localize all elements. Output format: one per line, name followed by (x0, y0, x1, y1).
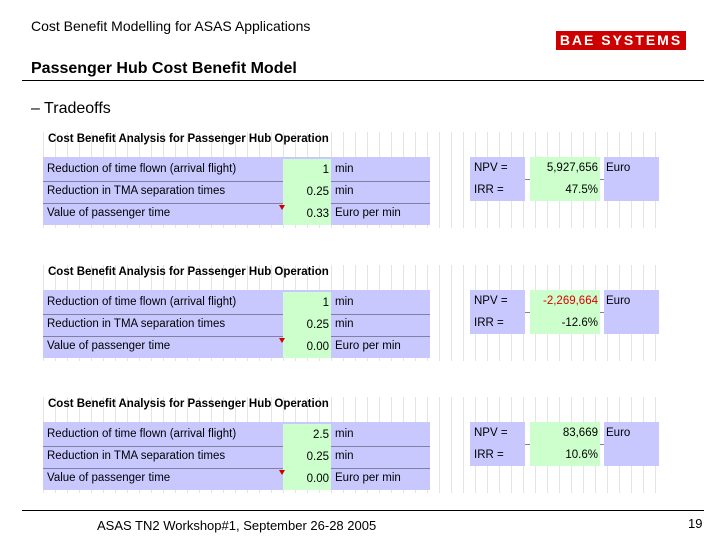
inputs-table: Reduction of time flown (arrival flight)… (43, 157, 430, 225)
comment-marker-icon (279, 470, 285, 475)
input-unit: Euro per min (335, 472, 401, 484)
result-value: 83,669 (530, 422, 600, 444)
results-table: NPV = 83,669 Euro IRR = 10.6% (470, 422, 659, 466)
input-label: Reduction of time flown (arrival flight) (47, 428, 237, 440)
input-row-tma-separation: Reduction in TMA separation times 0.25 m… (43, 314, 430, 336)
result-row-irr: IRR = 47.5% (470, 179, 659, 201)
result-row-npv: NPV = 5,927,656 Euro (470, 157, 659, 179)
input-unit: min (335, 318, 354, 330)
input-label: Reduction in TMA separation times (47, 450, 226, 462)
input-value[interactable]: 0.00 (283, 336, 331, 358)
result-label: NPV = (470, 157, 525, 179)
input-value[interactable]: 0.00 (283, 468, 331, 490)
input-row-tma-separation: Reduction in TMA separation times 0.25 m… (43, 181, 430, 203)
cost-benefit-block-1: Cost Benefit Analysis for Passenger Hub … (43, 132, 661, 228)
result-label: IRR = (470, 179, 525, 201)
input-value[interactable]: 1 (283, 159, 331, 181)
input-value[interactable]: 1 (283, 292, 331, 314)
result-row-npv: NPV = -2,269,664 Euro (470, 290, 659, 312)
input-row-time-flown: Reduction of time flown (arrival flight)… (43, 159, 430, 181)
result-label: NPV = (470, 422, 525, 444)
result-row-irr: IRR = -12.6% (470, 312, 659, 334)
input-unit: min (335, 163, 354, 175)
result-unit: Euro (604, 157, 659, 179)
input-row-passenger-time: Value of passenger time 0.00 Euro per mi… (43, 336, 430, 358)
page-number: 19 (688, 516, 703, 531)
result-value: 10.6% (530, 444, 600, 466)
input-unit: min (335, 450, 354, 462)
input-value[interactable]: 2.5 (283, 424, 331, 446)
input-unit: Euro per min (335, 207, 401, 219)
input-value[interactable]: 0.33 (283, 203, 331, 225)
input-row-tma-separation: Reduction in TMA separation times 0.25 m… (43, 446, 430, 468)
input-value[interactable]: 0.25 (283, 314, 331, 336)
input-row-passenger-time: Value of passenger time 0.33 Euro per mi… (43, 203, 430, 225)
result-row-irr: IRR = 10.6% (470, 444, 659, 466)
title-rule (22, 80, 704, 81)
input-label: Reduction of time flown (arrival flight) (47, 163, 237, 175)
block-title: Cost Benefit Analysis for Passenger Hub … (48, 398, 329, 410)
result-unit (604, 179, 659, 201)
results-table: NPV = -2,269,664 Euro IRR = -12.6% (470, 290, 659, 334)
bae-systems-logo: BAE SYSTEMS (556, 31, 686, 50)
cost-benefit-block-2: Cost Benefit Analysis for Passenger Hub … (43, 265, 661, 361)
comment-marker-icon (279, 205, 285, 210)
result-row-npv: NPV = 83,669 Euro (470, 422, 659, 444)
input-label: Reduction in TMA separation times (47, 185, 226, 197)
inputs-table: Reduction of time flown (arrival flight)… (43, 422, 430, 490)
input-row-time-flown: Reduction of time flown (arrival flight)… (43, 424, 430, 446)
result-value: -2,269,664 (530, 290, 600, 312)
input-unit: min (335, 185, 354, 197)
result-unit (604, 312, 659, 334)
result-value: 5,927,656 (530, 157, 600, 179)
cost-benefit-block-3: Cost Benefit Analysis for Passenger Hub … (43, 397, 661, 493)
input-label: Value of passenger time (47, 207, 171, 219)
footer-text: ASAS TN2 Workshop#1, September 26-28 200… (97, 518, 377, 533)
input-value[interactable]: 0.25 (283, 446, 331, 468)
result-value: 47.5% (530, 179, 600, 201)
input-unit: Euro per min (335, 340, 401, 352)
result-label: IRR = (470, 312, 525, 334)
result-unit: Euro (604, 290, 659, 312)
block-title: Cost Benefit Analysis for Passenger Hub … (48, 133, 329, 145)
result-label: IRR = (470, 444, 525, 466)
footer-rule (22, 510, 704, 511)
input-label: Reduction of time flown (arrival flight) (47, 296, 237, 308)
inputs-table: Reduction of time flown (arrival flight)… (43, 290, 430, 358)
input-unit: min (335, 428, 354, 440)
result-unit: Euro (604, 422, 659, 444)
comment-marker-icon (279, 338, 285, 343)
header-title: Cost Benefit Modelling for ASAS Applicat… (31, 18, 311, 34)
input-unit: min (335, 296, 354, 308)
input-row-time-flown: Reduction of time flown (arrival flight)… (43, 292, 430, 314)
input-row-passenger-time: Value of passenger time 0.00 Euro per mi… (43, 468, 430, 490)
slide-title: Passenger Hub Cost Benefit Model (31, 60, 297, 77)
input-label: Value of passenger time (47, 340, 171, 352)
result-value: -12.6% (530, 312, 600, 334)
results-table: NPV = 5,927,656 Euro IRR = 47.5% (470, 157, 659, 201)
input-label: Value of passenger time (47, 472, 171, 484)
tradeoffs-bullet: – Tradeoffs (31, 100, 111, 117)
block-title: Cost Benefit Analysis for Passenger Hub … (48, 266, 329, 278)
input-label: Reduction in TMA separation times (47, 318, 226, 330)
input-value[interactable]: 0.25 (283, 181, 331, 203)
result-unit (604, 444, 659, 466)
result-label: NPV = (470, 290, 525, 312)
